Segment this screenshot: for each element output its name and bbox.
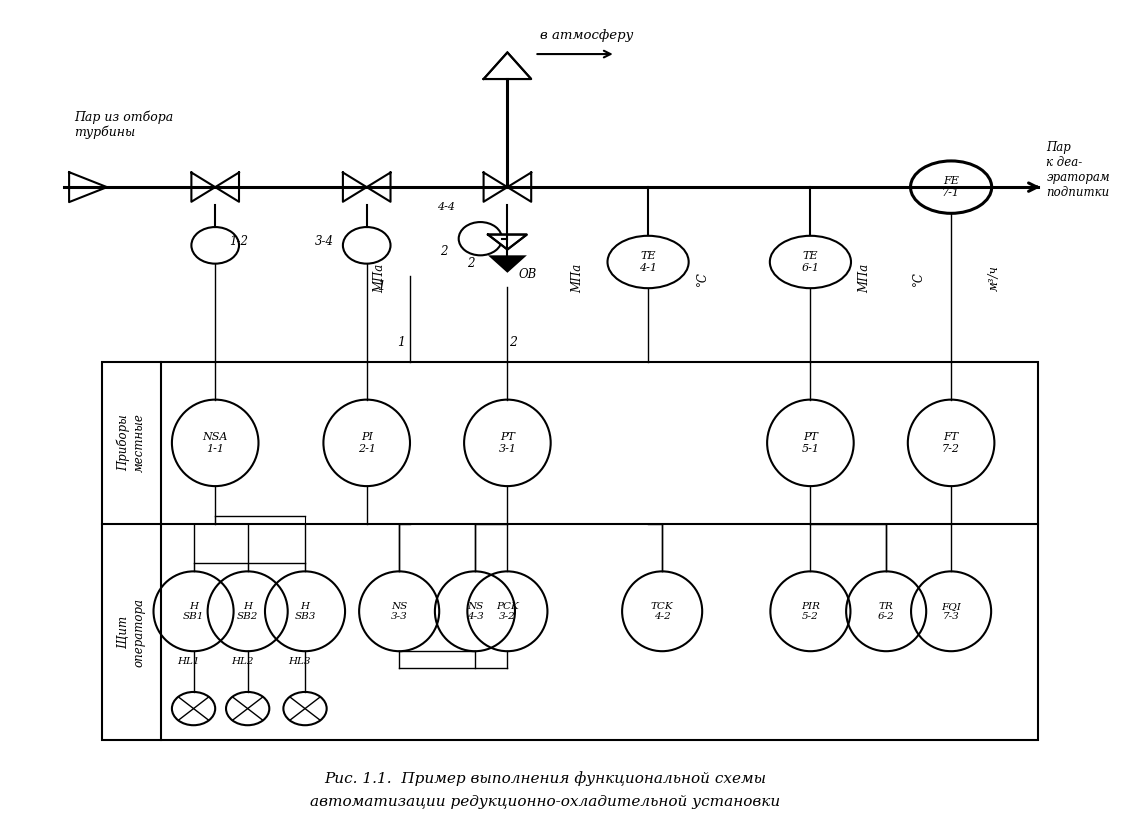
Text: TE
4-1: TE 4-1 — [640, 251, 657, 273]
Text: NSA
1-1: NSA 1-1 — [202, 432, 228, 454]
Bar — [102, 362, 1038, 740]
Text: NS
4-3: NS 4-3 — [467, 601, 484, 621]
Text: Приборы
местные: Приборы местные — [117, 413, 146, 472]
Text: °C: °C — [696, 271, 709, 286]
Text: TCK
4-2: TCK 4-2 — [651, 601, 673, 621]
Text: FT
7-2: FT 7-2 — [942, 432, 960, 454]
Text: PIR
5-2: PIR 5-2 — [801, 601, 820, 621]
Text: 2: 2 — [440, 244, 448, 258]
Text: в атмосферу: в атмосферу — [540, 29, 633, 42]
Text: Щит
оператора: Щит оператора — [118, 597, 146, 667]
Text: МПа: МПа — [858, 264, 871, 293]
Text: PCK
3-2: PCK 3-2 — [496, 601, 518, 621]
Text: МПа: МПа — [374, 264, 386, 293]
Polygon shape — [484, 52, 531, 79]
Text: FQI
7-3: FQI 7-3 — [941, 601, 962, 621]
Text: TR
6-2: TR 6-2 — [877, 601, 894, 621]
Text: H
SB3: H SB3 — [294, 601, 315, 621]
Text: Пар из отбора
турбины: Пар из отбора турбины — [74, 110, 174, 139]
Text: 1: 1 — [397, 336, 405, 349]
Text: HL1: HL1 — [177, 657, 200, 666]
Text: HL3: HL3 — [288, 657, 311, 666]
Text: H
SB1: H SB1 — [183, 601, 204, 621]
Text: 2: 2 — [508, 336, 517, 349]
Text: 1-2: 1-2 — [229, 234, 248, 248]
Polygon shape — [488, 234, 527, 249]
Text: FE
7-1: FE 7-1 — [942, 176, 960, 198]
Text: PT
3-1: PT 3-1 — [498, 432, 516, 454]
Text: МПа: МПа — [571, 264, 585, 293]
Text: PI
2-1: PI 2-1 — [358, 432, 376, 454]
Text: H
SB2: H SB2 — [237, 601, 258, 621]
Text: PT
5-1: PT 5-1 — [801, 432, 819, 454]
Text: °C: °C — [912, 271, 926, 286]
Text: 3-4: 3-4 — [315, 234, 333, 248]
Text: Рис. 1.1.  Пример выполнения функциональной схемы
автоматизации редукционно-охла: Рис. 1.1. Пример выполнения функциональн… — [310, 771, 781, 810]
Text: OB: OB — [518, 268, 536, 281]
Text: м³/ч: м³/ч — [987, 265, 1001, 291]
Text: TE
6-1: TE 6-1 — [801, 251, 819, 273]
Text: 2: 2 — [468, 257, 475, 270]
Polygon shape — [488, 255, 527, 273]
Text: HL2: HL2 — [231, 657, 254, 666]
Text: 1: 1 — [377, 281, 386, 293]
Text: 4-4: 4-4 — [438, 202, 456, 212]
Text: Пар
к деа-
эраторам
подпитки: Пар к деа- эраторам подпитки — [1047, 141, 1110, 199]
Text: NS
3-3: NS 3-3 — [390, 601, 407, 621]
